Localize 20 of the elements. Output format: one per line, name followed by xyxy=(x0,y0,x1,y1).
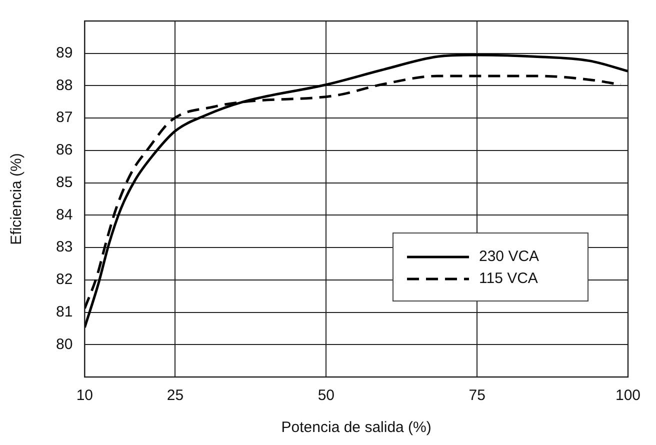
x-tick-label: 25 xyxy=(166,387,184,404)
y-tick-label: 82 xyxy=(56,271,73,288)
y-tick-label: 89 xyxy=(56,44,73,62)
x-tick-label: 50 xyxy=(318,387,334,404)
y-tick-label: 87 xyxy=(56,109,73,126)
y-tick-label: 80 xyxy=(56,336,73,353)
y-tick-label: 88 xyxy=(56,76,73,94)
x-tick-label: 10 xyxy=(76,387,94,404)
y-tick-label: 81 xyxy=(56,303,73,320)
x-tick-label: 100 xyxy=(615,387,641,404)
x-tick-label: 75 xyxy=(468,387,486,404)
y-tick-label: 83 xyxy=(56,238,73,256)
x-axis-title: Potencia de salida (%) xyxy=(281,419,432,436)
y-tick-label: 84 xyxy=(56,206,73,224)
y-axis-title: Eficiencia (%) xyxy=(8,153,26,245)
y-tick-label: 85 xyxy=(56,174,73,191)
line-series xyxy=(84,54,628,329)
y-tick-label: 86 xyxy=(56,142,73,159)
legend-label: 115 VCA xyxy=(479,270,538,288)
legend-label: 230 VCA xyxy=(479,248,540,266)
